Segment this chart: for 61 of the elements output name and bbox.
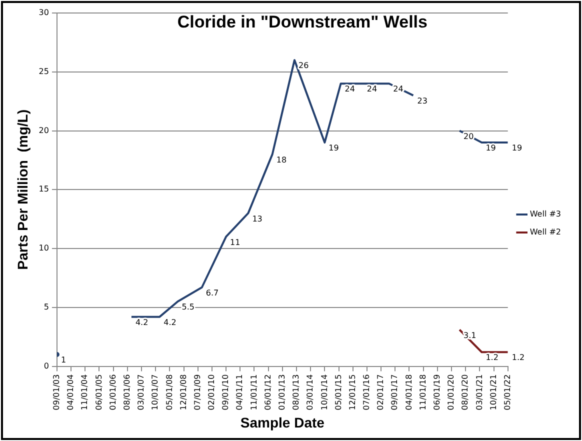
x-tick-label: 06/01/19 <box>432 374 442 410</box>
y-tick-label: 30 <box>38 8 49 18</box>
x-tick-label: 01/01/13 <box>277 374 286 410</box>
x-tick-label: 04/01/11 <box>235 374 244 410</box>
data-label: 1.2 <box>486 353 498 362</box>
data-label: 11 <box>230 238 240 247</box>
x-tick-label: 02/01/17 <box>376 374 386 410</box>
x-tick-label: 09/01/03 <box>52 374 62 410</box>
x-tick-label: 10/01/21 <box>488 374 498 410</box>
data-label: 24 <box>366 84 378 94</box>
data-label: 4.2 <box>135 318 148 327</box>
data-label: 24 <box>344 84 355 94</box>
y-tick-label: 25 <box>38 66 49 76</box>
x-tick-label: 11/01/18 <box>418 374 428 410</box>
x-tick-label: 09/01/17 <box>390 374 400 410</box>
x-tick-label: 10/01/14 <box>320 374 329 410</box>
x-tick-label: 11/01/04 <box>80 374 90 410</box>
data-label: 19 <box>328 144 339 153</box>
chart-title: Cloride in "Downstream" Wells <box>177 12 428 32</box>
y-tick-label: 5 <box>44 302 49 312</box>
y-axis-title: Parts Per Million (mg/L) <box>14 110 30 270</box>
x-tick-label: 01/01/06 <box>108 374 118 410</box>
data-label: 23 <box>417 96 428 106</box>
x-tick-label: 02/01/10 <box>207 374 216 410</box>
data-label: 1.2 <box>512 353 525 362</box>
x-tick-label: 05/01/15 <box>334 374 343 410</box>
x-tick-label: 03/01/07 <box>136 374 146 410</box>
data-label: 19 <box>486 144 496 153</box>
x-tick-label: 01/01/20 <box>446 374 456 410</box>
x-tick-label: 11/01/11 <box>249 374 258 410</box>
x-tick-label: 04/01/04 <box>66 374 76 410</box>
x-tick-label: 07/01/16 <box>362 374 372 410</box>
data-label: 18 <box>276 155 287 164</box>
data-label: 13 <box>252 214 262 224</box>
x-tick-label: 08/01/06 <box>122 374 132 410</box>
y-tick-label: 15 <box>38 184 49 194</box>
x-tick-label: 03/01/14 <box>306 374 315 410</box>
x-tick-label: 06/01/12 <box>263 374 272 410</box>
y-tick-label: 0 <box>44 361 49 370</box>
x-tick-label: 08/01/13 <box>292 374 301 410</box>
data-label: 19 <box>512 144 522 153</box>
y-tick-label: 10 <box>38 244 49 253</box>
x-tick-label: 05/01/22 <box>502 374 512 410</box>
data-label: 1 <box>60 356 66 365</box>
x-tick-label: 03/01/21 <box>474 374 484 410</box>
x-tick-label: 07/01/09 <box>192 374 202 410</box>
y-tick-label: 20 <box>38 126 49 135</box>
legend-label: Well #2 <box>530 228 562 237</box>
x-tick-label: 06/01/05 <box>94 374 104 410</box>
x-axis-title: Sample Date <box>240 414 325 430</box>
x-tick-label: 10/01/07 <box>150 374 160 410</box>
x-tick-label: 05/01/08 <box>164 374 174 410</box>
legend-label: Well #3 <box>530 210 562 219</box>
data-label: 4.2 <box>164 318 176 327</box>
x-tick-label: 12/01/15 <box>348 374 357 410</box>
data-label: 6.7 <box>206 288 219 298</box>
x-tick-label: 08/01/20 <box>460 374 470 410</box>
data-label: 26 <box>298 61 309 70</box>
x-tick-label: 09/01/10 <box>221 374 230 410</box>
x-tick-label: 12/01/08 <box>178 374 188 410</box>
x-tick-label: 04/01/18 <box>404 374 414 410</box>
